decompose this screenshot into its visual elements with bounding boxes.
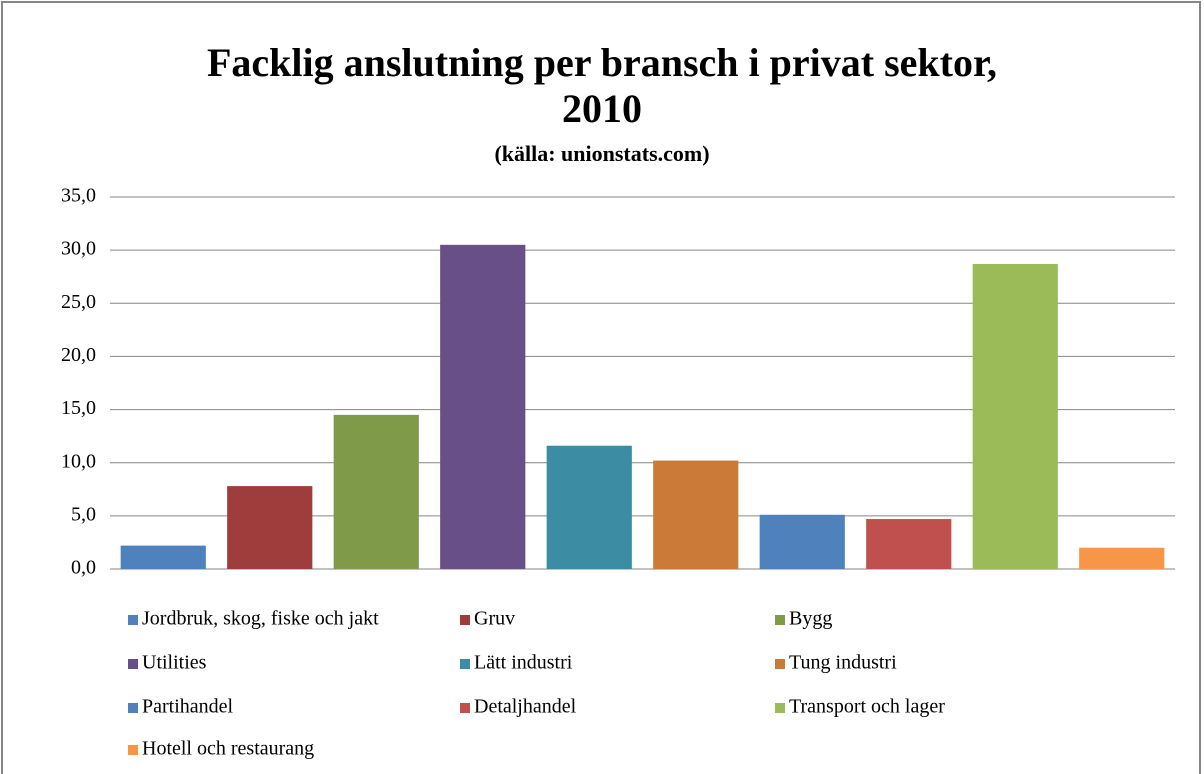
bar [653,460,739,569]
bar [333,414,419,569]
legend-swatch [460,615,470,625]
legend-swatch [128,659,138,669]
bar [1079,547,1165,569]
legend-swatch [460,659,470,669]
legend-label: Utilities [142,652,207,674]
y-tick-label: 5,0 [71,503,96,525]
legend-label: Gruv [474,608,515,630]
bar [972,263,1058,569]
legend-swatch [128,745,138,755]
bar [866,519,952,569]
legend-swatch [128,615,138,625]
y-tick-label: 0,0 [71,557,96,579]
chart-title: Facklig anslutning per bransch i privat … [206,40,998,131]
y-tick-label: 15,0 [61,397,96,419]
legend-label: Partihandel [142,696,234,718]
legend-swatch [775,615,785,625]
bar [120,545,206,569]
y-tick-label: 25,0 [61,291,96,313]
legend-swatch [775,703,785,713]
legend-label: Lätt industri [474,652,573,674]
legend-label: Tung industri [789,652,897,674]
bar [227,486,313,569]
legend-label: Transport och lager [789,696,945,718]
bar [546,445,632,569]
legend-swatch [128,703,138,713]
legend-label: Jordbruk, skog, fiske och jakt [142,608,379,630]
y-tick-label: 35,0 [61,185,96,207]
y-tick-label: 10,0 [61,450,96,472]
legend-label: Bygg [789,608,832,630]
chart-subtitle: (källa: unionstats.com) [494,141,710,166]
legend-label: Hotell och restaurang [142,738,314,760]
legend-swatch [460,703,470,713]
y-tick-label: 20,0 [61,344,96,366]
bar [759,514,845,569]
legend-swatch [775,659,785,669]
y-tick-label: 30,0 [61,238,96,260]
legend-label: Detaljhandel [474,696,577,718]
bar [440,244,526,570]
